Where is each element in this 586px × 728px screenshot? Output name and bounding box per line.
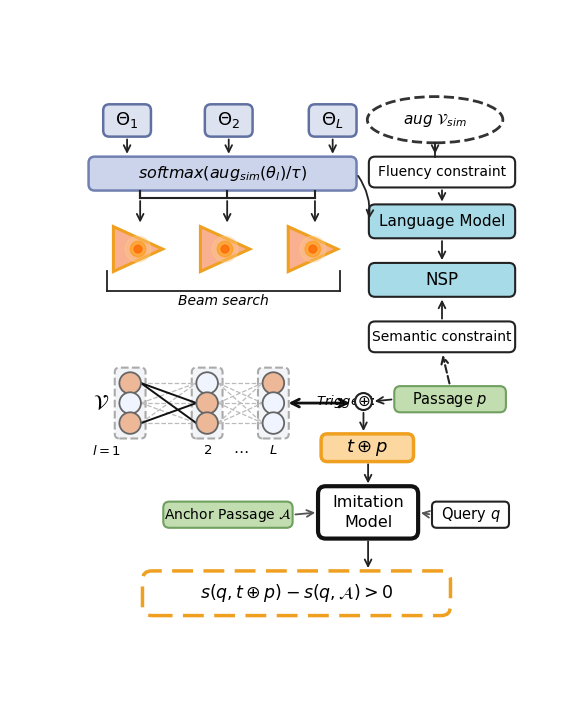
Text: Semantic constraint: Semantic constraint xyxy=(372,330,512,344)
Circle shape xyxy=(120,392,141,414)
Text: Fluency constraint: Fluency constraint xyxy=(378,165,506,179)
Circle shape xyxy=(263,372,284,394)
Text: Language Model: Language Model xyxy=(379,214,505,229)
Circle shape xyxy=(221,245,229,253)
Circle shape xyxy=(120,412,141,434)
Text: Query $q$: Query $q$ xyxy=(441,505,500,524)
FancyBboxPatch shape xyxy=(369,263,515,297)
Circle shape xyxy=(263,412,284,434)
Circle shape xyxy=(217,241,233,257)
Text: $\Theta_1$: $\Theta_1$ xyxy=(115,111,139,130)
FancyBboxPatch shape xyxy=(369,157,515,187)
FancyBboxPatch shape xyxy=(192,368,223,438)
Text: $t \oplus p$: $t \oplus p$ xyxy=(346,438,388,458)
Circle shape xyxy=(196,412,218,434)
Circle shape xyxy=(263,392,284,414)
Circle shape xyxy=(120,372,141,394)
FancyBboxPatch shape xyxy=(205,104,253,137)
Polygon shape xyxy=(114,226,162,272)
FancyBboxPatch shape xyxy=(369,322,515,352)
Circle shape xyxy=(355,393,372,410)
FancyBboxPatch shape xyxy=(142,571,451,616)
FancyBboxPatch shape xyxy=(394,386,506,412)
FancyBboxPatch shape xyxy=(432,502,509,528)
Text: $\Theta_L$: $\Theta_L$ xyxy=(321,111,344,130)
Text: $s(q, t \oplus p) - s(q, \mathcal{A}) > 0$: $s(q, t \oplus p) - s(q, \mathcal{A}) > … xyxy=(200,582,393,604)
Text: $softmax(aug_{sim}(\theta_l)/\tau)$: $softmax(aug_{sim}(\theta_l)/\tau)$ xyxy=(138,164,307,183)
Polygon shape xyxy=(200,226,250,272)
Circle shape xyxy=(125,236,151,262)
Polygon shape xyxy=(288,226,338,272)
Text: $\Theta_2$: $\Theta_2$ xyxy=(217,111,240,130)
Circle shape xyxy=(305,241,321,257)
Text: Beam search: Beam search xyxy=(178,294,269,309)
FancyBboxPatch shape xyxy=(88,157,356,191)
Text: Passage $p$: Passage $p$ xyxy=(413,389,488,408)
FancyBboxPatch shape xyxy=(309,104,356,137)
FancyBboxPatch shape xyxy=(115,368,145,438)
FancyBboxPatch shape xyxy=(258,368,289,438)
Text: Imitation
Model: Imitation Model xyxy=(332,495,404,530)
FancyBboxPatch shape xyxy=(318,486,418,539)
Circle shape xyxy=(196,392,218,414)
Circle shape xyxy=(196,372,218,394)
Ellipse shape xyxy=(367,97,503,143)
Circle shape xyxy=(134,245,142,253)
Circle shape xyxy=(309,245,316,253)
Circle shape xyxy=(130,241,146,257)
Text: $l=1$: $l=1$ xyxy=(93,444,122,458)
Text: $\mathcal{V}$: $\mathcal{V}$ xyxy=(93,393,109,413)
Circle shape xyxy=(300,236,326,262)
FancyBboxPatch shape xyxy=(369,205,515,238)
Text: $2$: $2$ xyxy=(203,444,212,457)
Text: $aug\ \mathcal{V}_{sim}$: $aug\ \mathcal{V}_{sim}$ xyxy=(403,111,467,129)
Text: $L$: $L$ xyxy=(269,444,278,457)
FancyBboxPatch shape xyxy=(163,502,292,528)
Text: NSP: NSP xyxy=(425,271,459,289)
FancyBboxPatch shape xyxy=(321,434,414,462)
Text: Anchor Passage $\mathcal{A}$: Anchor Passage $\mathcal{A}$ xyxy=(164,506,292,523)
Text: $\cdots$: $\cdots$ xyxy=(233,443,248,459)
Circle shape xyxy=(212,236,238,262)
Text: $\oplus$: $\oplus$ xyxy=(357,394,370,409)
FancyBboxPatch shape xyxy=(103,104,151,137)
Text: $Trigger\ \mathbf{t}$: $Trigger\ \mathbf{t}$ xyxy=(316,393,376,410)
